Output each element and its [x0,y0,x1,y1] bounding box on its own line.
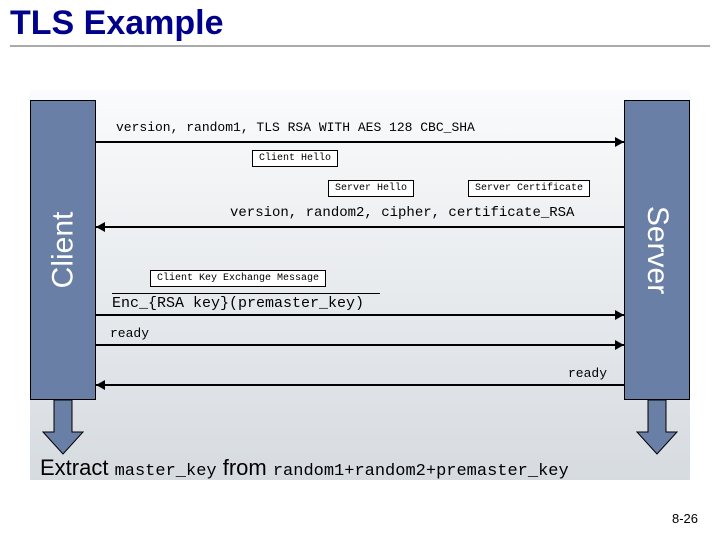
title-underline: TLS Example [10,4,710,47]
label-client-hello: Client Hello [252,150,338,167]
label-client-key-exchange: Client Key Exchange Message [150,270,326,287]
slide: { "title": { "text": "TLS Example", "col… [0,0,720,540]
enc-overline [112,293,380,294]
page-number: 8-26 [672,511,698,526]
down-arrow-indicators [30,90,690,480]
extract-master-key-text: Extract master_key from random1+random2+… [40,455,569,481]
msg-ready-client: ready [110,326,149,341]
label-server-hello: Server Hello [328,180,414,197]
msg-ready-server: ready [568,366,607,381]
msg-premaster-encrypted: Enc_{RSA key}(premaster_key) [112,295,364,312]
msg-server-hello-params: version, random2, cipher, certificate_RS… [230,205,574,221]
label-server-certificate: Server Certificate [468,180,590,197]
msg-client-hello-params: version, random1, TLS RSA WITH AES 128 C… [116,120,475,135]
tls-sequence-diagram: Client Server version, random1, TLS RSA … [30,90,690,480]
slide-title: TLS Example [10,4,710,45]
